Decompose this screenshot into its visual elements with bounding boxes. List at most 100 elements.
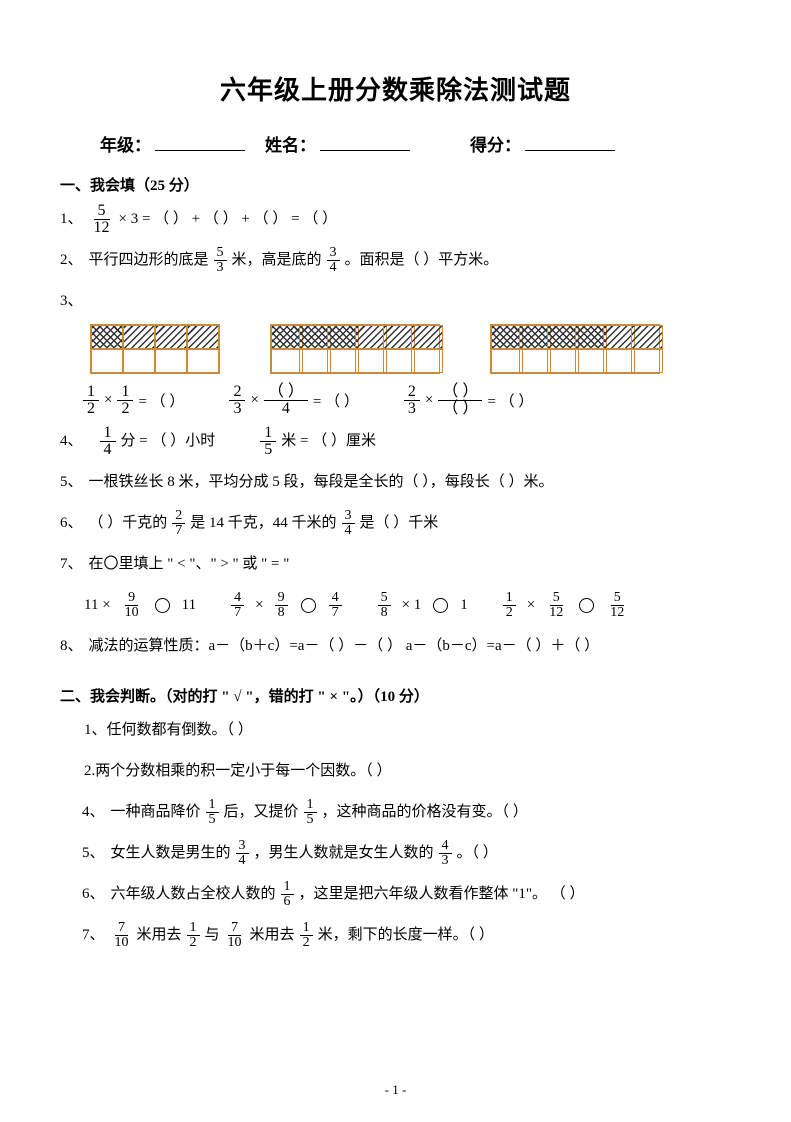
score-blank[interactable] — [525, 133, 615, 151]
frac-num: 2 — [229, 384, 245, 401]
frac-num: 2 — [404, 384, 420, 401]
s1-q3-num: 3、 — [60, 285, 731, 318]
q-text: 1 — [460, 589, 468, 622]
fraction: 23 — [229, 384, 245, 417]
q-text: 一种商品降价 — [111, 796, 201, 829]
fraction: 5 3 — [214, 246, 227, 275]
circle-blank[interactable] — [433, 598, 448, 613]
q-text: 米用去 — [250, 919, 295, 952]
s2-q2: 2.两个分数相乘的积一定小于每一个因数。（ ） — [60, 755, 731, 788]
frac-num: 1 — [83, 384, 99, 401]
grid-figures — [90, 324, 731, 374]
frac-den: 2 — [83, 401, 99, 417]
circle-blank[interactable] — [155, 598, 170, 613]
q-text: 平行四边形的底是 — [89, 244, 209, 277]
grid-cell — [631, 349, 663, 373]
q-text: 后，又提价 — [224, 796, 299, 829]
s1-q5: 5、 一根铁丝长 8 米，平均分成 5 段，每段是全长的（ ），每段长（ ）米。 — [60, 466, 731, 499]
fraction: 23 — [404, 384, 420, 417]
grade-blank[interactable] — [155, 133, 245, 151]
s2-q1: 1、任何数都有倒数。（ ） — [60, 714, 731, 747]
fraction: 512 — [607, 591, 627, 620]
q-text: 减法的运算性质：a－（b＋c）=a－（ ）－（ ） a－（b－c）=a－（ ）＋… — [89, 630, 600, 663]
fraction: 15 — [206, 798, 219, 827]
grid-1 — [90, 324, 220, 374]
q-text: 一根铁丝长 8 米，平均分成 5 段，每段是全长的（ ），每段长（ ）米。 — [89, 466, 554, 499]
grid-3 — [490, 324, 660, 374]
fraction-blank: （ ）（ ） — [438, 384, 482, 417]
s2-q7: 7、 710 米用去 12 与 710 米用去 12 米，剩下的长度一样。（ ） — [60, 919, 731, 952]
name-label: 姓名： — [265, 131, 316, 156]
grid-cell — [155, 325, 187, 349]
frac-num: （ ） — [264, 384, 308, 401]
frac-den: 4 — [236, 854, 249, 868]
frac-den: 7 — [172, 524, 185, 538]
frac-den: 7 — [231, 606, 244, 620]
q-text: ，这里是把六年级人数看作整体 "1"。 （ ） — [299, 878, 585, 911]
grid-2 — [270, 324, 440, 374]
fraction: 5 12 — [90, 203, 114, 236]
s2-q4: 4、 一种商品降价 15 后，又提价 15 ，这种商品的价格没有变。（ ） — [60, 796, 731, 829]
frac-num: 5 — [214, 246, 227, 261]
frac-num: 4 — [439, 839, 452, 854]
frac-den: 12 — [546, 606, 566, 620]
frac-den: 10 — [225, 936, 245, 950]
circle-blank[interactable] — [301, 598, 316, 613]
s1-q1: 1、 5 12 × 3 = （ ） + （ ） + （ ） = （ ） — [60, 203, 731, 236]
fraction: 12 — [83, 384, 99, 417]
eq-item: 23 × （ ）（ ） = （ ） — [401, 384, 535, 417]
q-number: 8、 — [60, 630, 83, 663]
q-text: 。面积是（ ）平方米。 — [345, 244, 499, 277]
result: = （ ） — [138, 390, 184, 411]
frac-den: 6 — [281, 895, 294, 909]
name-blank[interactable] — [320, 133, 410, 151]
q-text: 米，高是底的 — [232, 244, 322, 277]
frac-den: 10 — [112, 936, 132, 950]
times: × — [250, 392, 258, 409]
q-text: × 1 — [402, 589, 422, 622]
fraction: 47 — [329, 591, 342, 620]
frac-num: 9 — [275, 591, 288, 606]
grid-cell — [187, 325, 219, 349]
frac-num: 3 — [236, 839, 249, 854]
grid-cell — [155, 349, 187, 373]
frac-num: 7 — [228, 921, 241, 936]
circle-blank[interactable] — [579, 598, 594, 613]
eq-item: 12 × 12 = （ ） — [80, 384, 186, 417]
frac-den: 5 — [206, 813, 219, 827]
fraction: 910 — [122, 591, 142, 620]
times: × — [255, 589, 263, 622]
grade-label: 年级： — [100, 131, 151, 156]
q-number: 2、 — [60, 244, 83, 277]
q-text: 1、任何数都有倒数。（ ） — [84, 714, 253, 747]
frac-num: 1 — [117, 384, 133, 401]
frac-den: 3 — [439, 854, 452, 868]
info-line: 年级： 姓名： 得分： — [60, 131, 731, 156]
q-number: 6、 — [60, 507, 83, 540]
q-number: 7、 — [60, 548, 83, 581]
frac-num: 1 — [100, 425, 116, 442]
result: = （ ） — [313, 390, 359, 411]
frac-num: 9 — [125, 591, 138, 606]
section2-header: 二、我会判断。（对的打 " √ "，错的打 " × "。）（10 分） — [60, 685, 731, 706]
q-text: 米用去 — [137, 919, 182, 952]
frac-num: 1 — [260, 425, 276, 442]
grid — [90, 324, 220, 374]
grid-cell — [91, 325, 123, 349]
grid-cell — [123, 349, 155, 373]
frac-den: 3 — [404, 401, 420, 417]
grid-cell — [187, 349, 219, 373]
q-text: 米 = （ ）厘米 — [281, 425, 376, 458]
frac-num: 4 — [329, 591, 342, 606]
s1-q6: 6、 （ ）千克的 27 是 14 千克，44 千米的 34 是（ ）千米 — [60, 507, 731, 540]
s1-q7: 7、 在〇里填上 " < "、" > " 或 " = " — [60, 548, 731, 581]
frac-num: 4 — [231, 591, 244, 606]
frac-num: 7 — [115, 921, 128, 936]
page: 六年级上册分数乘除法测试题 年级： 姓名： 得分： 一、我会填（25 分） 1、… — [0, 0, 791, 1122]
frac-num: 1 — [300, 921, 313, 936]
frac-num: 3 — [342, 509, 355, 524]
frac-num: 5 — [550, 591, 563, 606]
result: = （ ） — [487, 390, 533, 411]
frac-den: 2 — [503, 606, 516, 620]
grid-cell — [411, 325, 443, 349]
